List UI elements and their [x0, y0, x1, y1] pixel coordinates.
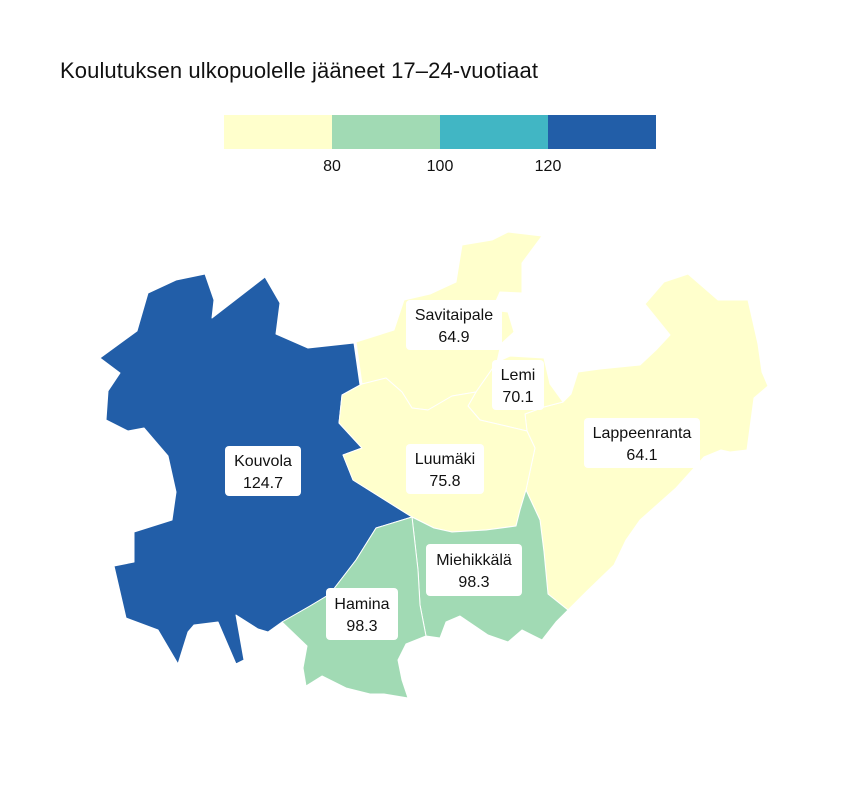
label-savitaipale-value: 64.9	[438, 329, 469, 346]
label-hamina: Hamina 98.3	[326, 588, 398, 640]
label-lappeenranta-value: 64.1	[626, 447, 657, 464]
legend-swatch-2	[332, 115, 440, 149]
label-hamina-value: 98.3	[346, 618, 377, 635]
label-luumaki-value: 75.8	[429, 473, 460, 490]
label-kouvola: Kouvola 124.7	[225, 446, 301, 496]
label-luumaki-name: Luumäki	[415, 451, 475, 468]
label-kouvola-value: 124.7	[243, 475, 283, 492]
label-lappeenranta-name: Lappeenranta	[593, 425, 692, 442]
label-miehikkala-name: Miehikkälä	[436, 552, 512, 569]
label-lemi-value: 70.1	[502, 389, 533, 406]
legend-swatch-3	[440, 115, 548, 149]
label-lemi-name: Lemi	[501, 367, 536, 384]
label-kouvola-name: Kouvola	[234, 453, 292, 470]
label-savitaipale-name: Savitaipale	[415, 307, 493, 324]
map-title: Koulutuksen ulkopuolelle jääneet 17–24-v…	[60, 58, 539, 83]
label-lappeenranta: Lappeenranta 64.1	[584, 418, 700, 468]
legend-tick-120: 120	[534, 158, 562, 175]
label-luumaki: Luumäki 75.8	[406, 444, 484, 494]
legend-bar	[224, 115, 656, 149]
color-legend: 80 100 120	[224, 115, 656, 185]
label-lemi: Lemi 70.1	[492, 360, 544, 410]
label-miehikkala: Miehikkälä 98.3	[426, 544, 522, 596]
legend-swatch-1	[224, 115, 332, 149]
legend-tick-80: 80	[323, 158, 341, 175]
label-savitaipale: Savitaipale 64.9	[406, 300, 502, 350]
legend-tick-100: 100	[426, 158, 454, 175]
label-miehikkala-value: 98.3	[458, 574, 489, 591]
label-hamina-name: Hamina	[334, 596, 389, 613]
legend-swatch-4	[548, 115, 656, 149]
